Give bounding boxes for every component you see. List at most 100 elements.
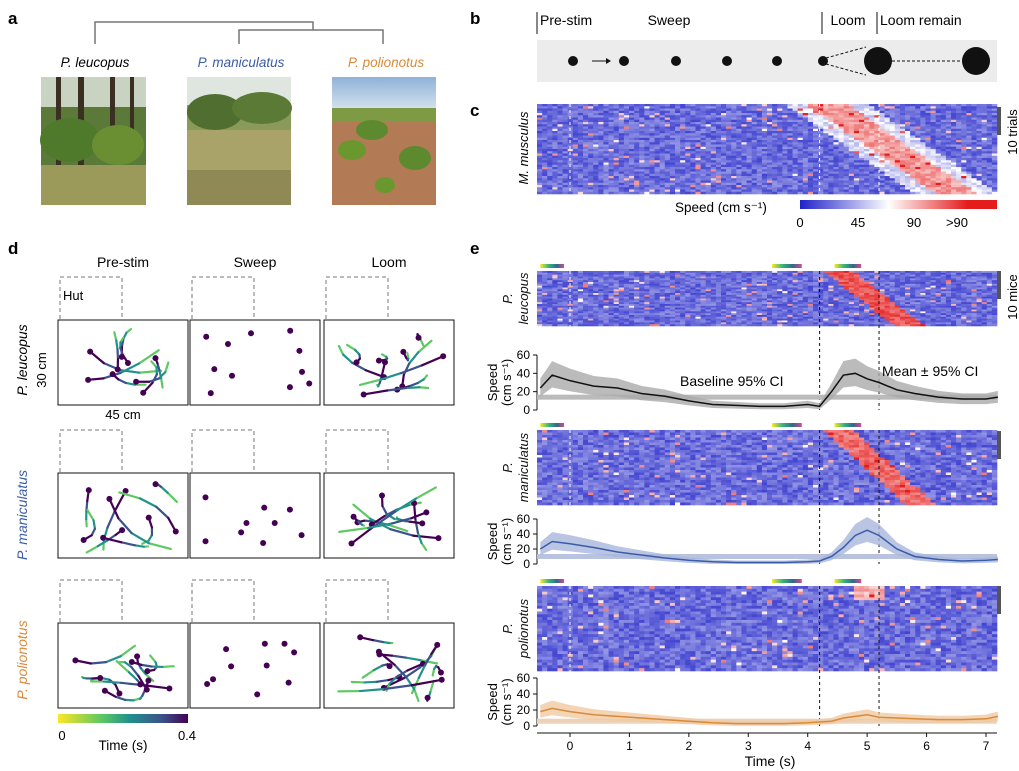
heatmap-cell — [736, 117, 742, 121]
heatmap-cell — [971, 289, 977, 292]
heatmap-cell — [593, 274, 599, 277]
mouse-position-dot — [298, 532, 305, 539]
heatmap-cell — [705, 113, 712, 116]
heatmap-cell — [782, 106, 788, 109]
time-tick-0: 0 — [58, 728, 65, 743]
heatmap-cell — [552, 182, 558, 186]
heatmap-cell — [787, 180, 793, 184]
heatmap-cell — [731, 155, 737, 159]
heatmap-cell — [567, 137, 574, 141]
heatmap-cell — [981, 113, 988, 116]
heatmap-cell — [547, 128, 553, 132]
heatmap-cell — [777, 140, 783, 143]
heatmap-cell — [951, 124, 957, 127]
heatmap-cell — [864, 144, 870, 148]
heatmap-cell — [899, 282, 906, 285]
heatmap-cell — [680, 189, 686, 193]
heatmap-cell — [577, 131, 584, 134]
heatmap-cell — [905, 276, 911, 279]
heatmap-cell — [971, 113, 977, 116]
heatmap-cell — [864, 274, 870, 277]
heatmap-cell — [843, 146, 850, 150]
heatmap-cell — [598, 185, 604, 188]
trajectory-segment — [408, 351, 420, 365]
heatmap-cell — [542, 117, 548, 121]
heatmap-cell — [552, 144, 558, 148]
heatmap-cell — [634, 142, 640, 145]
heatmap-cell — [930, 142, 936, 145]
heatmap-cell — [879, 117, 885, 121]
heatmap-cell — [782, 185, 788, 188]
heatmap-cell — [986, 158, 993, 161]
heatmap-cell — [608, 122, 614, 125]
heatmap-cell — [639, 164, 645, 168]
heatmap-cell — [751, 187, 758, 190]
heatmap-cell — [598, 173, 604, 177]
heatmap-cell — [991, 164, 998, 168]
heatmap-cell — [772, 117, 778, 121]
heatmap-cell — [899, 274, 906, 277]
heatmap-cell — [675, 287, 681, 290]
heatmap-cell — [639, 146, 645, 150]
heatmap-cell — [971, 282, 977, 285]
heatmap-cell — [736, 104, 742, 107]
heatmap-cell — [608, 283, 614, 286]
heatmap-cell — [761, 191, 768, 195]
heatmap-cell — [951, 278, 957, 281]
heatmap-cell — [751, 289, 758, 292]
heatmap-cell — [664, 278, 671, 281]
trajectory-segment — [377, 650, 396, 666]
heatmap-cell — [935, 191, 942, 195]
heatmap-cell — [644, 271, 650, 274]
heatmap-cell — [567, 131, 574, 134]
heatmap-cell — [859, 171, 865, 175]
heatmap-cell — [915, 274, 921, 277]
heatmap-cell — [802, 131, 809, 134]
heatmap-cell — [899, 278, 906, 281]
heatmap-cell — [874, 115, 880, 118]
heatmap-cell — [797, 115, 804, 118]
heatmap-cell — [807, 133, 814, 136]
heatmap-cell — [905, 126, 911, 130]
heatmap-cell — [930, 158, 936, 161]
heatmap-cell — [828, 272, 834, 275]
heatmap-cell — [807, 126, 814, 130]
heatmap-cell — [981, 137, 988, 141]
heatmap-cell — [664, 176, 671, 179]
heatmap-cell — [618, 178, 625, 181]
heatmap-cell — [925, 113, 931, 116]
heatmap-cell — [588, 173, 594, 177]
heatmap-cell — [639, 189, 645, 193]
heatmap-cell — [629, 283, 635, 286]
heatmap-cell — [700, 162, 706, 166]
heatmap-cell — [899, 128, 906, 132]
heatmap-cell — [828, 128, 834, 132]
heatmap-cell — [715, 271, 722, 274]
trajectory-segment — [431, 667, 436, 677]
heatmap-cell — [823, 117, 829, 121]
heatmap-cell — [802, 104, 809, 107]
heatmap-cell — [613, 178, 620, 181]
heatmap-cell — [920, 272, 926, 275]
heatmap-cell — [879, 162, 885, 166]
heatmap-cell — [649, 280, 655, 283]
heatmap-cell — [787, 115, 793, 118]
heatmap-cell — [951, 108, 957, 112]
heatmap-cell — [864, 178, 870, 181]
heatmap-cell — [879, 126, 885, 130]
heatmap-cell — [588, 280, 594, 283]
heatmap-cell — [649, 289, 655, 292]
heatmap-cell — [864, 140, 870, 143]
heatmap-cell — [690, 122, 696, 125]
heatmap-cell — [629, 122, 635, 125]
heatmap-cell — [874, 137, 880, 141]
heatmap-cell — [695, 108, 701, 112]
heatmap-cell — [879, 128, 885, 132]
heatmap-cell — [700, 187, 706, 190]
heatmap-cell — [664, 133, 671, 136]
heatmap-cell — [685, 274, 691, 277]
heatmap-cell — [608, 119, 614, 123]
heatmap-cell — [598, 155, 604, 159]
heatmap-cell — [935, 176, 942, 179]
